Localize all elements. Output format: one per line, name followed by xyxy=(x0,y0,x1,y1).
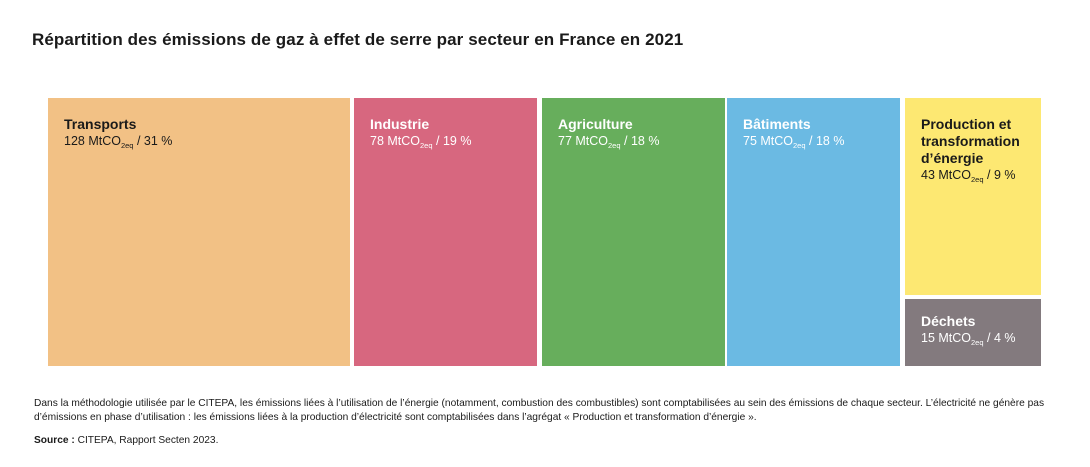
tile-dechets: Déchets 15 MtCO2eq / 4 % xyxy=(905,299,1041,366)
source-label: Source : xyxy=(34,435,75,446)
tile-transports: Transports 128 MtCO2eq / 31 % xyxy=(48,98,350,366)
treemap-chart: Transports 128 MtCO2eq / 31 % Industrie … xyxy=(48,98,1041,366)
tile-value: 77 MtCO2eq / 18 % xyxy=(558,134,660,150)
tile-value: 75 MtCO2eq / 18 % xyxy=(743,134,845,150)
tile-label: Bâtiments xyxy=(743,116,811,132)
tile-label: Production et transformation d’énergie xyxy=(921,116,1020,166)
tile-batiments: Bâtiments 75 MtCO2eq / 18 % xyxy=(727,98,900,366)
tile-production-energie: Production et transformation d’énergie 4… xyxy=(905,98,1041,295)
tile-label: Agriculture xyxy=(558,116,633,132)
tile-label: Industrie xyxy=(370,116,430,132)
tile-value: 78 MtCO2eq / 19 % xyxy=(370,134,472,150)
source-line: Source : CITEPA, Rapport Secten 2023. xyxy=(34,434,218,448)
methodology-note: Dans la méthodologie utilisée par le CIT… xyxy=(34,398,1045,423)
tile-label: Transports xyxy=(64,116,137,132)
tile-industrie: Industrie 78 MtCO2eq / 19 % xyxy=(354,98,537,366)
tile-value: 43 MtCO2eq / 9 % xyxy=(921,168,1016,184)
source-text: CITEPA, Rapport Secten 2023. xyxy=(74,435,219,446)
tile-agriculture: Agriculture 77 MtCO2eq / 18 % xyxy=(542,98,725,366)
tile-value: 128 MtCO2eq / 31 % xyxy=(64,134,173,150)
tile-label: Déchets xyxy=(921,313,976,329)
tile-value: 15 MtCO2eq / 4 % xyxy=(921,331,1016,347)
chart-title: Répartition des émissions de gaz à effet… xyxy=(32,30,684,49)
